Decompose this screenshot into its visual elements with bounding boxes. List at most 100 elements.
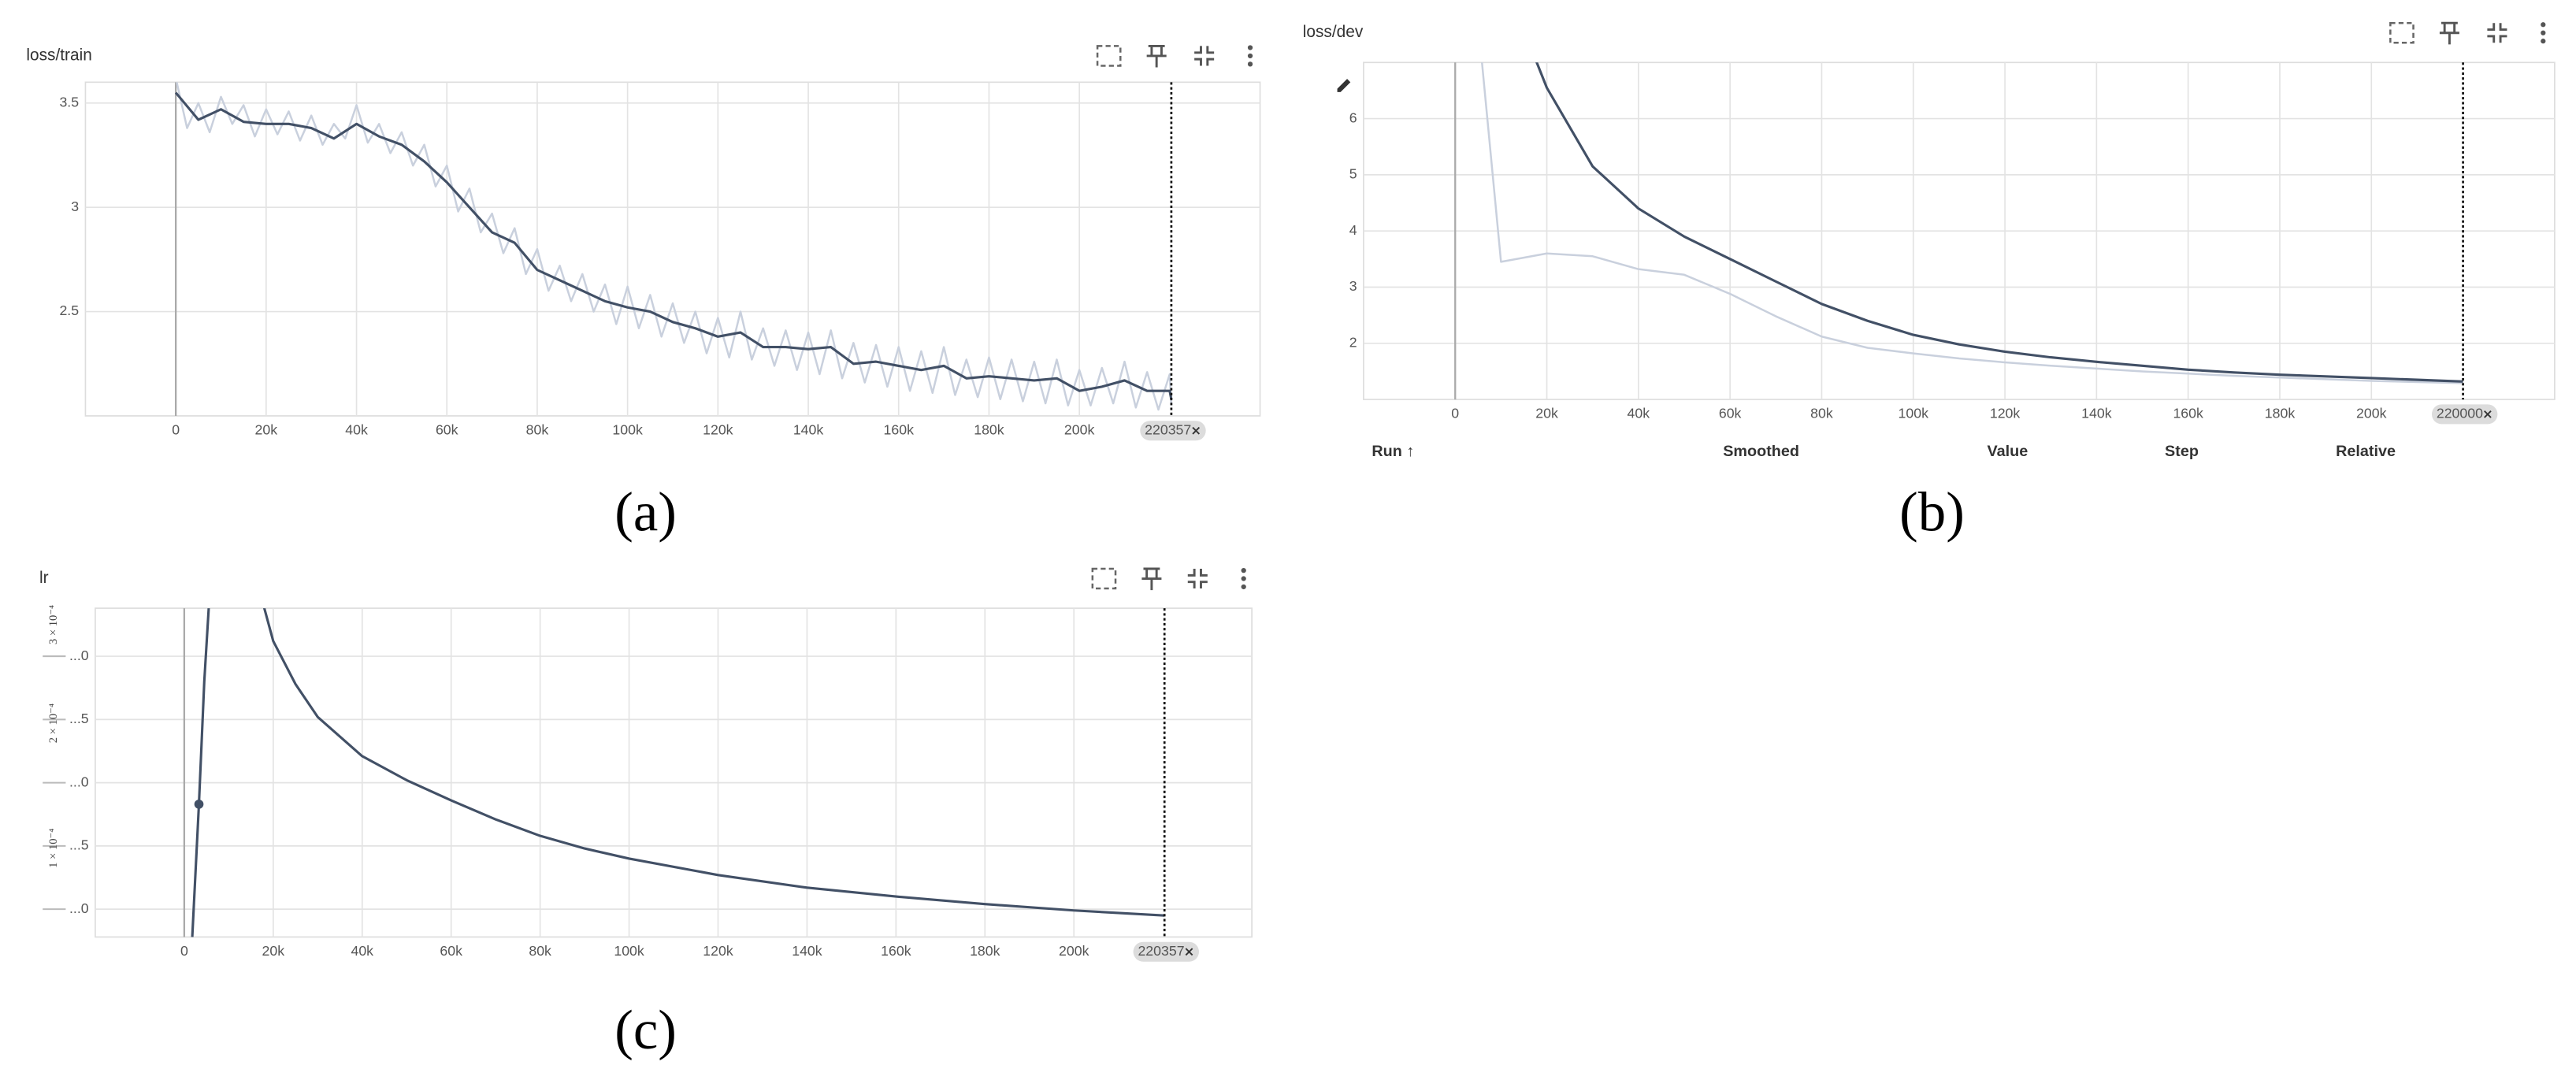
hover-badge xyxy=(2431,404,2498,425)
x-tick-label: 100k xyxy=(614,943,644,959)
menu-button[interactable] xyxy=(2541,22,2546,44)
plot-area xyxy=(95,607,1253,938)
icon xyxy=(1185,948,1193,956)
icon xyxy=(2541,30,2546,35)
chart-title: loss/dev xyxy=(1303,23,1364,41)
plot-lines xyxy=(174,82,1173,411)
x-tick-label: 0 xyxy=(180,943,188,959)
x-tick-label: 0 xyxy=(172,421,180,437)
x-tick-label: 120k xyxy=(703,421,733,437)
icon xyxy=(2541,22,2546,28)
x-tick-label: 200k xyxy=(2356,406,2387,421)
x-tick-label: 0 xyxy=(1451,406,1459,421)
y-tick-label: ...5 xyxy=(69,837,89,853)
y-tick-label: 3.5 xyxy=(59,94,79,109)
x-tick-label: 140k xyxy=(792,943,822,959)
icon xyxy=(1192,426,1201,435)
plot-lines xyxy=(1480,62,2463,384)
hover-step-label: 220357 xyxy=(1138,943,1184,959)
y-axis-note: 3 × 10⁻⁴ xyxy=(47,605,60,644)
x-tick-label: 140k xyxy=(2081,406,2112,421)
x-tick-label: 200k xyxy=(1064,421,1095,437)
icon xyxy=(2389,21,2415,44)
hover-badge xyxy=(1140,421,1206,441)
x-tick-label: 120k xyxy=(703,943,733,959)
menu-button[interactable] xyxy=(1241,567,1246,590)
hover-step-label: 220000 xyxy=(2437,406,2483,421)
panel-label: (a) xyxy=(614,482,677,544)
table-header[interactable]: Relative xyxy=(2336,443,2396,460)
fullscreen-button[interactable] xyxy=(1096,45,1122,67)
y-tick-label: ...0 xyxy=(69,774,89,789)
table-header[interactable]: Value xyxy=(1988,443,2029,460)
plot-lines xyxy=(191,608,1165,937)
hover-badge xyxy=(1133,941,1199,962)
icon xyxy=(1141,567,1162,591)
icon xyxy=(1241,567,1246,573)
x-tick-label: 100k xyxy=(612,421,643,437)
x-tick-label: 180k xyxy=(2265,406,2296,421)
table-header[interactable]: Run ↑ xyxy=(1372,443,1414,460)
panel-label: (c) xyxy=(614,1000,677,1061)
pin-button[interactable] xyxy=(1146,44,1167,68)
x-tick-label: 40k xyxy=(1628,406,1650,421)
icon xyxy=(1187,569,1208,589)
table-header[interactable]: Smoothed xyxy=(1723,443,1799,460)
series-line xyxy=(1535,62,2463,383)
series-line xyxy=(174,91,1173,400)
menu-button[interactable] xyxy=(1247,45,1253,67)
edit-icon xyxy=(1337,79,1351,92)
x-tick-label: 160k xyxy=(881,943,911,959)
pin-button[interactable] xyxy=(2439,21,2459,45)
x-tick-label: 20k xyxy=(255,421,278,437)
x-tick-label: 120k xyxy=(1990,406,2021,421)
table-header[interactable]: Step xyxy=(2165,443,2199,460)
collapse-button[interactable] xyxy=(2487,23,2507,43)
icon xyxy=(1194,46,1215,66)
hover-close[interactable] xyxy=(2484,410,2492,418)
x-tick-label: 200k xyxy=(1059,943,1089,959)
x-tick-label: 80k xyxy=(526,421,549,437)
x-tick-label: 180k xyxy=(974,421,1004,437)
series-line xyxy=(176,82,1173,411)
x-tick-label: 180k xyxy=(970,943,1000,959)
icon xyxy=(1247,61,1253,67)
x-tick-label: 60k xyxy=(440,943,462,959)
y-axis-note: 2 × 10⁻⁴ xyxy=(47,703,60,743)
collapse-button[interactable] xyxy=(1187,569,1208,589)
icon xyxy=(1241,576,1246,581)
y-tick-label: ...0 xyxy=(69,648,89,663)
fullscreen-button[interactable] xyxy=(2389,21,2415,44)
y-tick-label: 3 xyxy=(71,199,79,214)
plot-area xyxy=(84,81,1261,417)
chart-title: lr xyxy=(39,569,49,587)
hover-close[interactable] xyxy=(1185,948,1193,956)
icon xyxy=(1091,567,1117,590)
x-tick-label: 60k xyxy=(436,421,458,437)
icon xyxy=(1247,53,1253,59)
series-line xyxy=(1480,62,2463,384)
icon xyxy=(1096,45,1122,67)
x-tick-label: 160k xyxy=(884,421,915,437)
x-tick-label: 100k xyxy=(1899,406,1929,421)
y-tick-label: 6 xyxy=(1349,109,1357,125)
series-line xyxy=(191,608,1165,937)
collapse-button[interactable] xyxy=(1194,46,1215,66)
x-tick-label: 140k xyxy=(793,421,824,437)
icon xyxy=(1241,584,1246,590)
hover-step-label: 220357 xyxy=(1145,421,1191,437)
x-tick-label: 60k xyxy=(1719,406,1742,421)
icon xyxy=(1146,44,1167,68)
hover-close[interactable] xyxy=(1192,426,1201,435)
pin-button[interactable] xyxy=(1141,567,1162,591)
y-tick-label: 3 xyxy=(1349,278,1357,294)
fullscreen-button[interactable] xyxy=(1091,567,1117,590)
x-tick-label: 80k xyxy=(1810,406,1833,421)
x-tick-label: 40k xyxy=(351,943,373,959)
icon xyxy=(2484,410,2492,418)
y-tick-label: 2.5 xyxy=(59,302,79,318)
y-tick-label: ...5 xyxy=(69,711,89,726)
icon xyxy=(1247,45,1253,50)
icon xyxy=(2439,21,2459,45)
